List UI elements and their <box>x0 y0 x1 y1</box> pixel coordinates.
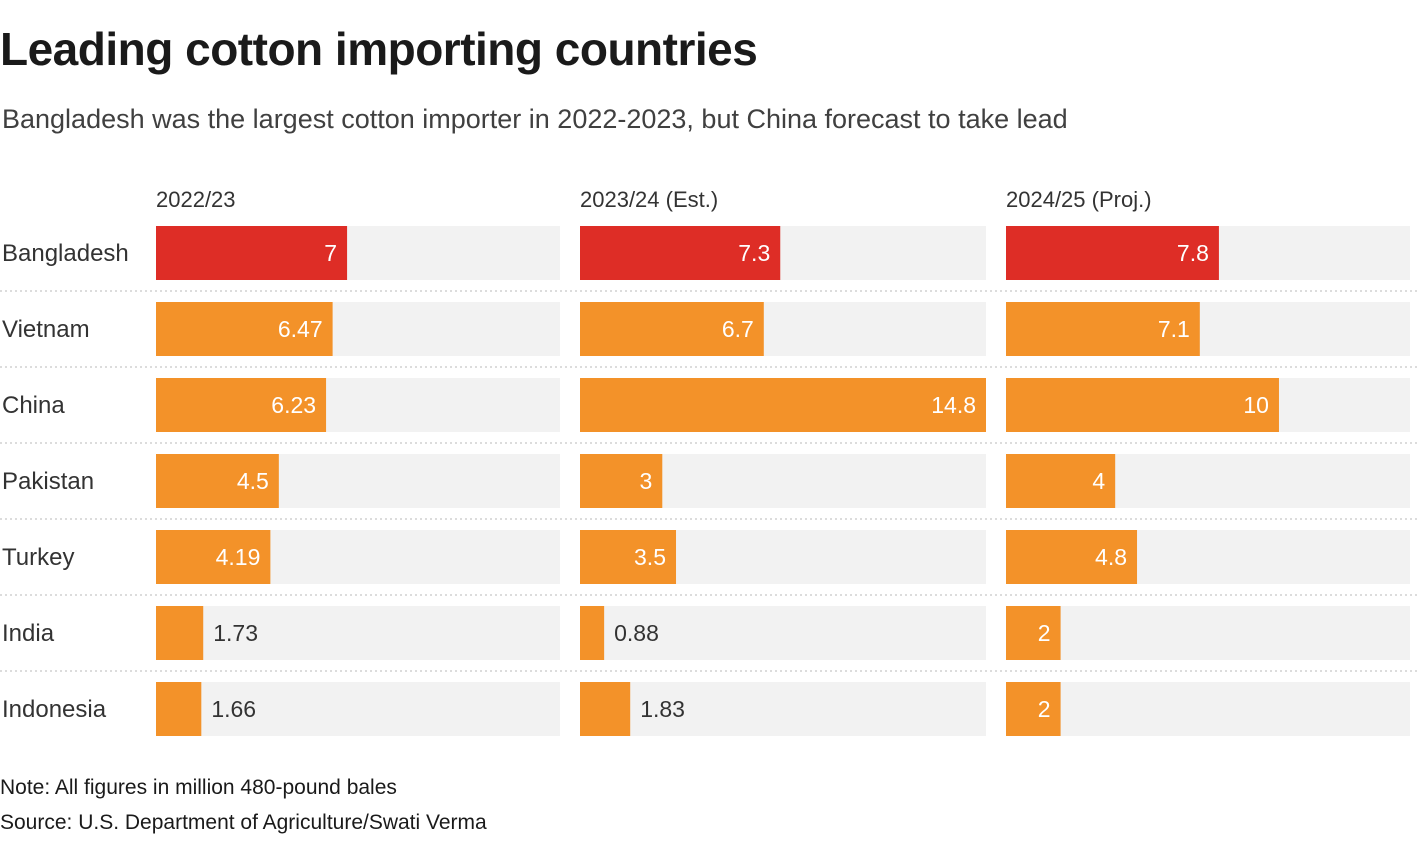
bar <box>580 530 677 584</box>
bar <box>580 606 605 660</box>
bar <box>1006 226 1219 280</box>
bar-value-label: 14.8 <box>931 392 976 418</box>
bar-value-label: 7.1 <box>1158 316 1190 342</box>
category-label: Indonesia <box>2 696 107 723</box>
bar <box>580 682 631 736</box>
bar-value-label: 6.7 <box>722 316 754 342</box>
bar-value-label: 3.5 <box>634 544 666 570</box>
bar-value-label: 4.19 <box>216 544 261 570</box>
category-label: Turkey <box>2 544 74 571</box>
bar <box>156 530 271 584</box>
category-label: India <box>2 620 55 647</box>
bar-value-label: 4 <box>1092 468 1105 494</box>
bar-track <box>1006 606 1410 660</box>
bar <box>156 454 279 508</box>
panel-header: 2023/24 (Est.) <box>580 187 718 212</box>
bar <box>580 378 986 432</box>
bar-value-label: 1.66 <box>211 696 256 722</box>
bar-track <box>156 682 560 736</box>
bar-track <box>580 682 986 736</box>
bar-value-label: 0.88 <box>614 620 659 646</box>
bar <box>156 682 202 736</box>
chart-subtitle: Bangladesh was the largest cotton import… <box>2 104 1068 134</box>
category-label: Bangladesh <box>2 240 129 267</box>
bar-chart: 2022/23 2023/24 (Est.) 2024/25 (Proj.) Bang… <box>0 187 1420 736</box>
bar-value-label: 7 <box>324 240 337 266</box>
bar-value-label: 4.5 <box>237 468 269 494</box>
bar <box>580 226 781 280</box>
bar <box>156 226 348 280</box>
bar-value-label: 1.83 <box>640 696 685 722</box>
bar <box>1006 530 1138 584</box>
bar <box>580 454 663 508</box>
chart-source: Source: U.S. Department of Agriculture/S… <box>0 811 487 834</box>
bar-value-label: 6.23 <box>271 392 316 418</box>
bar-track <box>156 606 560 660</box>
category-label: Pakistan <box>2 468 94 495</box>
panel-header: 2022/23 <box>156 187 236 212</box>
category-label: Vietnam <box>2 316 90 343</box>
chart-note: Note: All figures in million 480-pound b… <box>0 776 397 799</box>
bar <box>156 606 204 660</box>
bar-value-label: 4.8 <box>1095 544 1127 570</box>
bar-value-label: 6.47 <box>278 316 323 342</box>
bar <box>1006 682 1061 736</box>
bar-value-label: 1.73 <box>213 620 258 646</box>
bar <box>156 302 333 356</box>
bar <box>1006 606 1061 660</box>
bar <box>580 302 764 356</box>
category-label: China <box>2 392 65 419</box>
bar-value-label: 7.8 <box>1177 240 1209 266</box>
bar <box>1006 302 1200 356</box>
bar-value-label: 3 <box>640 468 653 494</box>
bar <box>1006 454 1116 508</box>
bar <box>156 378 327 432</box>
bar <box>1006 378 1279 432</box>
panel-header: 2024/25 (Proj.) <box>1006 187 1152 212</box>
bar-value-label: 2 <box>1038 696 1051 722</box>
bar-value-label: 7.3 <box>738 240 770 266</box>
bar-value-label: 10 <box>1243 392 1269 418</box>
chart-title: Leading cotton importing countries <box>0 23 758 75</box>
bar-track <box>1006 682 1410 736</box>
bar-value-label: 2 <box>1038 620 1051 646</box>
bar-track <box>580 606 986 660</box>
